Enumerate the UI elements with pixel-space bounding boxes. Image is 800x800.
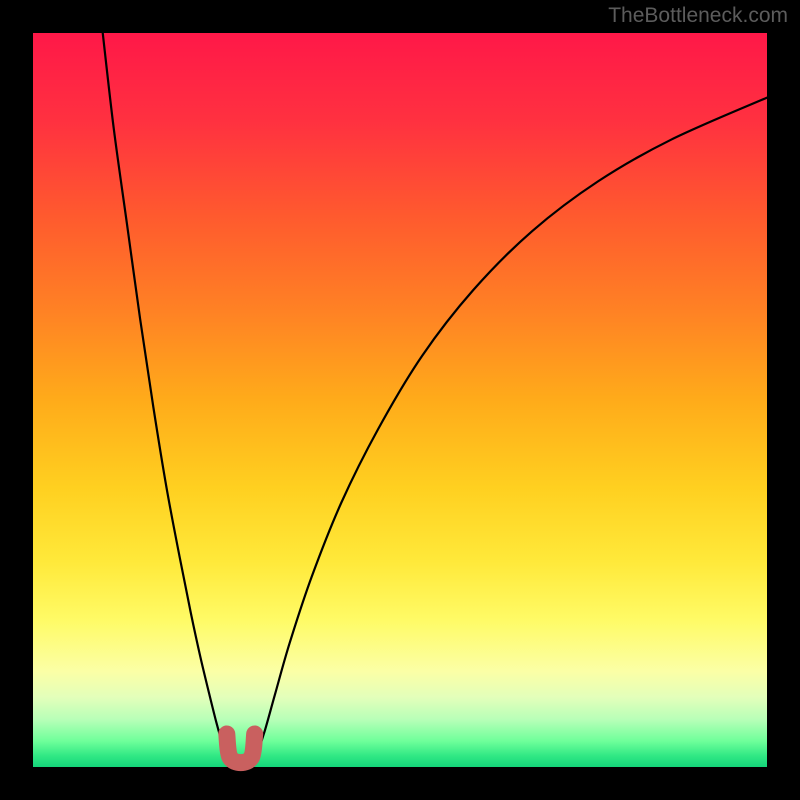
bottleneck-chart [0, 0, 800, 800]
chart-container: TheBottleneck.com [0, 0, 800, 800]
plot-background [33, 33, 767, 767]
watermark-text: TheBottleneck.com [608, 4, 788, 28]
